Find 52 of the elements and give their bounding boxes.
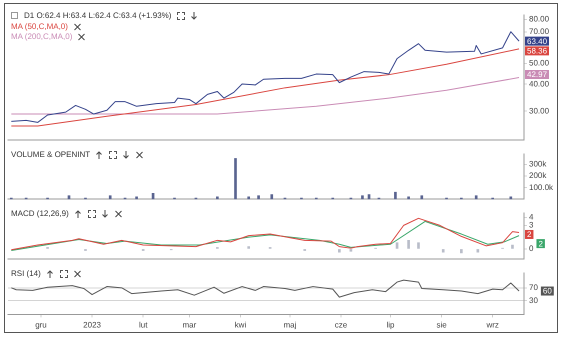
x-tick-label: kwi [234, 320, 246, 330]
bar [361, 195, 364, 200]
bar [407, 240, 410, 249]
x-tick-label: mar [182, 320, 197, 330]
y-tick-label: 50.00 [529, 58, 550, 68]
text: MA (200,C,MA,0) [11, 32, 72, 41]
x-tick-label: 2023 [83, 320, 102, 330]
x-tick-label: wrz [485, 320, 499, 330]
chart-title: MACD (12,26,9) [11, 209, 69, 218]
y-tick-label: 200k [529, 171, 548, 180]
bar [511, 244, 514, 249]
bar [442, 249, 445, 252]
chart-title: VOLUME & OPENINT [11, 150, 90, 159]
chart-title: D1 O:62.4 H:63.4 L:62.4 C:63.4 (+1.93%) [24, 11, 172, 20]
annotation: 2 [527, 230, 532, 240]
bar [460, 249, 463, 254]
bar [234, 158, 237, 200]
y-tick-label: 300k [529, 159, 548, 168]
x-tick-label: sie [436, 320, 448, 330]
bar [417, 242, 420, 249]
bar [338, 249, 341, 252]
chart-title: RSI (14) [11, 269, 41, 278]
bar [350, 249, 352, 252]
x-tick-label: cze [334, 320, 348, 330]
y-tick-label: 30 [529, 296, 538, 305]
y-tick-label: 40.00 [529, 79, 550, 88]
bar [396, 242, 398, 249]
y-tick-label: 70.00 [529, 27, 550, 36]
y-tick-label: 0 [529, 244, 534, 254]
x-tick-label: maj [283, 320, 297, 330]
y-tick-label: 70 [529, 283, 538, 292]
annotation: 58.36 [527, 46, 548, 56]
text: MA (50,C,MA,0) [11, 22, 68, 31]
y-tick-label: 3 [529, 220, 534, 230]
y-tick-label: 80.00 [529, 14, 550, 24]
bar [152, 193, 154, 200]
x-tick-label: lip [386, 320, 396, 330]
bar [476, 249, 480, 252]
x-tick-label: lut [138, 320, 148, 330]
annotation: 42.97 [527, 70, 548, 80]
bar [247, 246, 250, 249]
y-tick-label: 4 [529, 212, 534, 222]
x-tick-label: gru [35, 320, 47, 330]
y-tick-label: 30.00 [529, 106, 550, 116]
bar [270, 194, 274, 200]
annotation: 2 [538, 239, 544, 248]
annotation: 60 [542, 286, 552, 296]
bar [368, 194, 370, 200]
annotation: 63.40 [527, 36, 548, 46]
bar [394, 192, 397, 200]
y-tick-label: 100.0k [529, 182, 554, 192]
bar [68, 195, 70, 200]
